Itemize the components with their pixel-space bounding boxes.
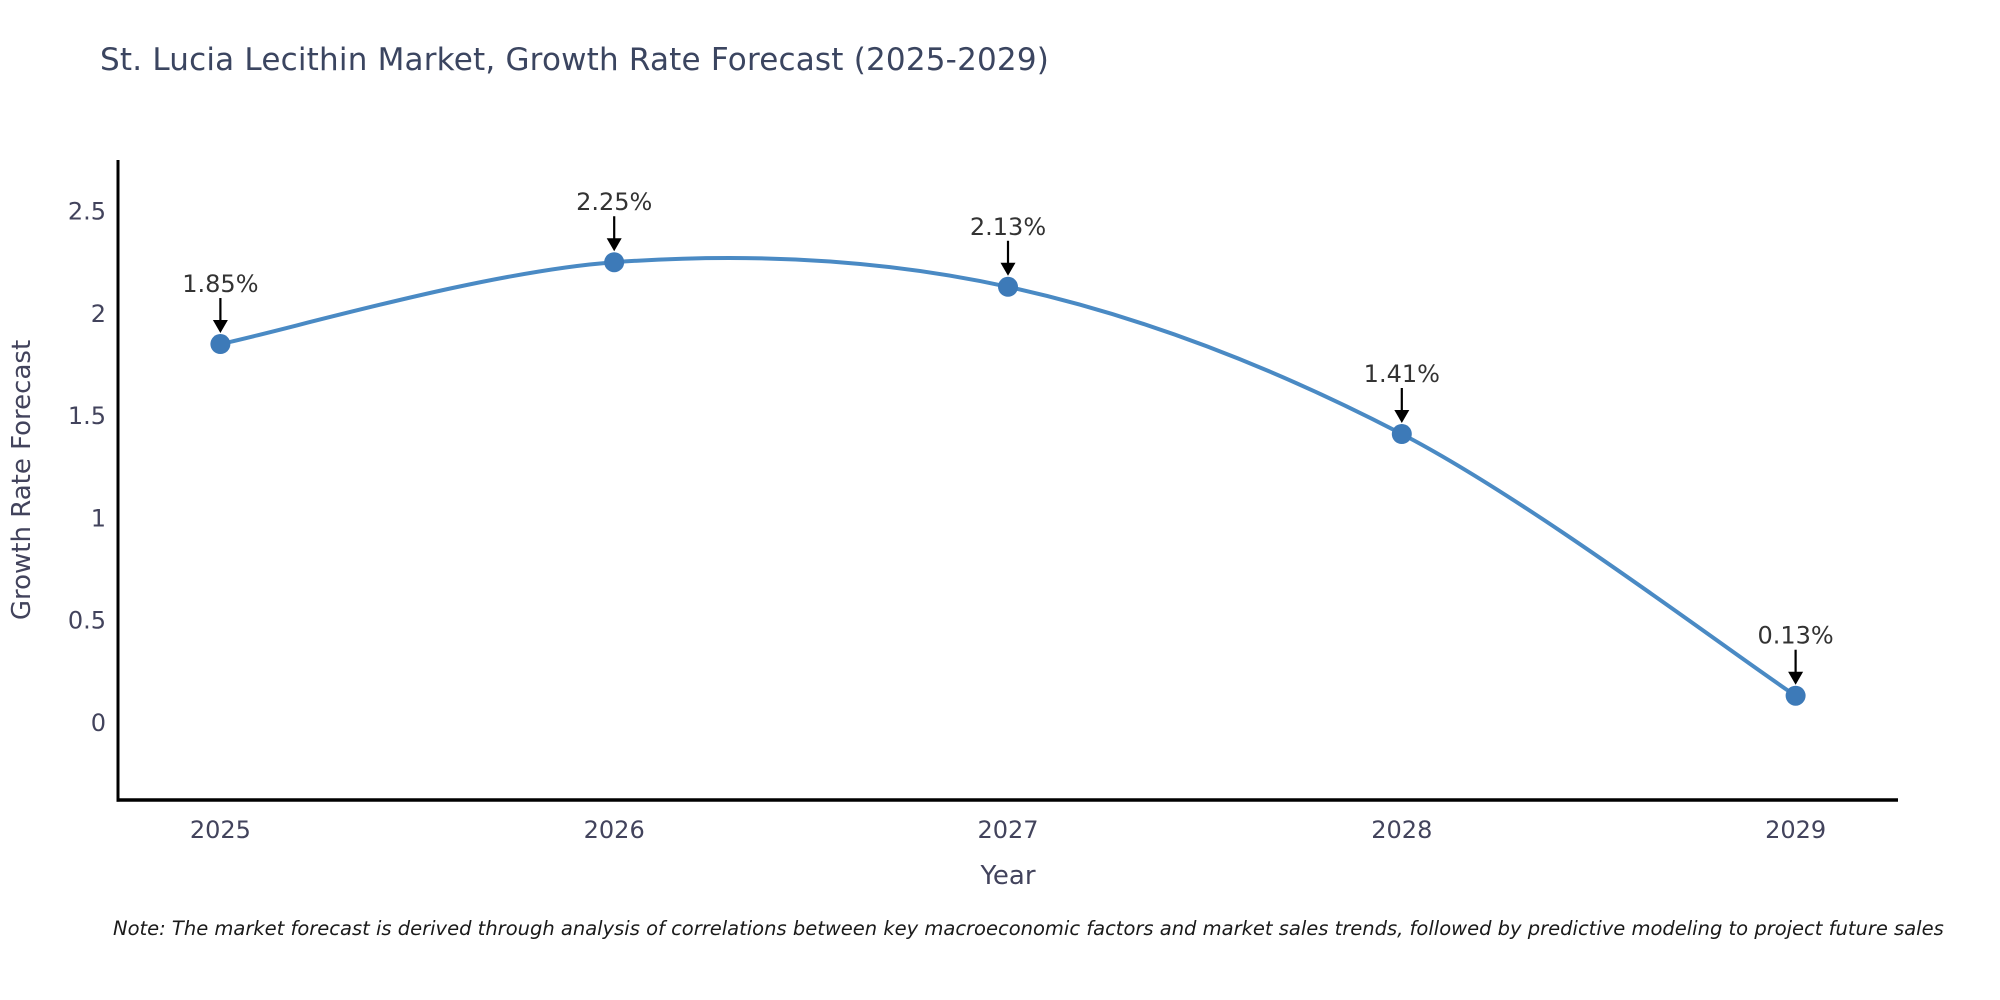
data-label: 2.13%: [970, 213, 1046, 241]
annotation-arrowhead: [1788, 671, 1804, 685]
annotation-arrowhead: [212, 320, 228, 334]
y-tick-label: 0: [91, 709, 106, 737]
y-tick-label: 2.5: [68, 198, 106, 226]
y-axis-tick-labels: 0 0.5 1 1.5 2 2.5: [68, 198, 106, 737]
data-markers: [210, 252, 1806, 706]
x-axis-tick-labels: 2025 2026 2027 2028 2029: [190, 816, 1826, 844]
x-tick-label: 2026: [584, 816, 645, 844]
data-label: 1.41%: [1364, 360, 1440, 388]
series-line: [218, 255, 1798, 698]
x-axis-title: Year: [979, 861, 1035, 891]
chart-footnote: Note: The market forecast is derived thr…: [113, 917, 1944, 940]
axes: [116, 160, 1898, 802]
data-label: 0.13%: [1757, 622, 1833, 650]
growth-rate-curve: [218, 255, 1798, 698]
data-point-marker: [1391, 423, 1412, 444]
chart-title: St. Lucia Lecithin Market, Growth Rate F…: [100, 42, 1050, 78]
x-tick-label: 2027: [977, 816, 1038, 844]
y-tick-label: 1: [91, 504, 106, 532]
x-tick-label: 2029: [1765, 816, 1826, 844]
y-tick-label: 2: [91, 300, 106, 328]
x-tick-label: 2025: [190, 816, 251, 844]
line-chart-svg: 0 0.5 1 1.5 2 2.5 2025 2026 2027 2028 2029 1.85% 2…: [7, 160, 1898, 891]
y-axis-title: Growth Rate Forecast: [7, 340, 37, 620]
annotation-arrowhead: [1394, 409, 1410, 423]
x-tick-label: 2028: [1371, 816, 1432, 844]
annotation-arrowhead: [1000, 262, 1016, 276]
data-point-marker: [998, 276, 1018, 297]
annotation-arrowhead: [606, 238, 622, 252]
data-label: 1.85%: [182, 270, 258, 298]
data-point-marker: [604, 252, 625, 273]
data-point-marker: [210, 334, 231, 355]
y-tick-label: 1.5: [68, 402, 106, 430]
y-tick-label: 0.5: [68, 607, 106, 635]
data-label: 2.25%: [576, 188, 652, 216]
annotations: 1.85% 2.25% 2.13% 1.41% 0.13%: [182, 188, 1834, 685]
data-point-marker: [1785, 685, 1806, 706]
